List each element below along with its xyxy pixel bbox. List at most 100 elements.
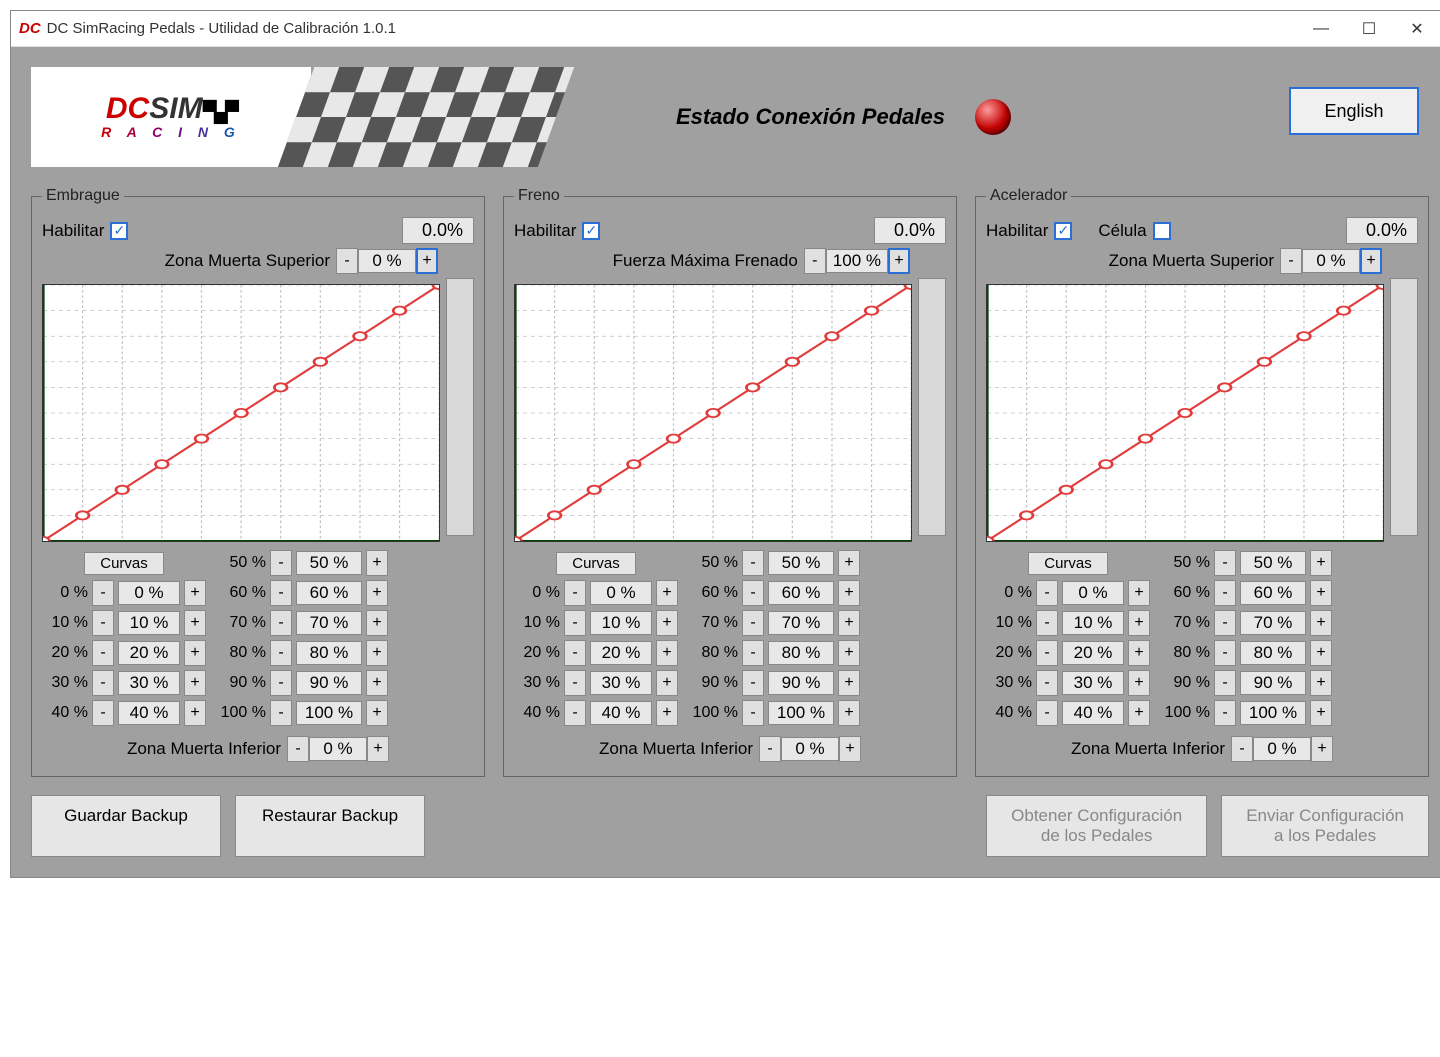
brake-curve-r2-minus[interactable]: -	[742, 610, 764, 636]
brake-deadzone-lower-stepper-plus[interactable]: +	[839, 736, 861, 762]
clutch-curve-l4-minus[interactable]: -	[92, 700, 114, 726]
brake-curve-r3-plus[interactable]: +	[838, 640, 860, 666]
get-config-button[interactable]: Obtener Configuración de los Pedales	[986, 795, 1207, 857]
brake-curve-l4-minus[interactable]: -	[564, 700, 586, 726]
clutch-curve-r2-plus[interactable]: +	[366, 610, 388, 636]
brake-curve-l0-plus[interactable]: +	[656, 580, 678, 606]
brake-curve-r4-minus[interactable]: -	[742, 670, 764, 696]
brake-curve-l1-minus[interactable]: -	[564, 610, 586, 636]
throttle-curve-chart[interactable]	[986, 284, 1384, 542]
clutch-curve-l3-plus[interactable]: +	[184, 670, 206, 696]
clutch-curve-l1-plus[interactable]: +	[184, 610, 206, 636]
maximize-button[interactable]: ☐	[1345, 14, 1393, 44]
brake-enable-checkbox[interactable]: ✓	[582, 222, 600, 240]
throttle-curve-grid: Curvas50 %-50 %+0 %-0 %+60 %-60 %+10 %-1…	[986, 550, 1418, 726]
clutch-curve-l3-minus[interactable]: -	[92, 670, 114, 696]
throttle-deadzone-lower-stepper-minus[interactable]: -	[1231, 736, 1253, 762]
throttle-curve-l0-plus[interactable]: +	[1128, 580, 1150, 606]
throttle-curve-r3-plus[interactable]: +	[1310, 640, 1332, 666]
brake-curve-chart[interactable]	[514, 284, 912, 542]
brake-curve-l3-plus[interactable]: +	[656, 670, 678, 696]
clutch-curve-r1-plus[interactable]: +	[366, 580, 388, 606]
throttle-curve-r0-plus[interactable]: +	[1310, 550, 1332, 576]
brake-top-stepper-plus[interactable]: +	[888, 248, 910, 274]
throttle-deadzone-lower-stepper-plus[interactable]: +	[1311, 736, 1333, 762]
throttle-curve-l0-minus[interactable]: -	[1036, 580, 1058, 606]
clutch-curve-l0-minus[interactable]: -	[92, 580, 114, 606]
clutch-curve-l2-value: 20 %	[118, 641, 180, 665]
brake-curve-r1-plus[interactable]: +	[838, 580, 860, 606]
brake-curve-r1-minus[interactable]: -	[742, 580, 764, 606]
throttle-curve-l3-minus[interactable]: -	[1036, 670, 1058, 696]
brake-curve-l2-minus[interactable]: -	[564, 640, 586, 666]
throttle-curve-r4-plus[interactable]: +	[1310, 670, 1332, 696]
clutch-deadzone-lower-stepper-minus[interactable]: -	[287, 736, 309, 762]
clutch-curve-l2-plus[interactable]: +	[184, 640, 206, 666]
brake-curve-r3-minus[interactable]: -	[742, 640, 764, 666]
throttle-curves-button[interactable]: Curvas	[1028, 552, 1108, 575]
clutch-top-stepper-minus[interactable]: -	[336, 248, 358, 274]
throttle-curve-r5-minus[interactable]: -	[1214, 700, 1236, 726]
clutch-curve-l1-minus[interactable]: -	[92, 610, 114, 636]
clutch-curve-l4-plus[interactable]: +	[184, 700, 206, 726]
throttle-curve-r5-plus[interactable]: +	[1310, 700, 1332, 726]
brake-curve-r4-plus[interactable]: +	[838, 670, 860, 696]
brake-curve-l3-minus[interactable]: -	[564, 670, 586, 696]
language-button[interactable]: English	[1289, 87, 1419, 135]
throttle-curve-l4-minus[interactable]: -	[1036, 700, 1058, 726]
restore-backup-button[interactable]: Restaurar Backup	[235, 795, 425, 857]
throttle-curve-r4-minus[interactable]: -	[1214, 670, 1236, 696]
clutch-curve-r0-minus[interactable]: -	[270, 550, 292, 576]
clutch-curves-button[interactable]: Curvas	[84, 552, 164, 575]
save-backup-button[interactable]: Guardar Backup	[31, 795, 221, 857]
brake-deadzone-lower-stepper-minus[interactable]: -	[759, 736, 781, 762]
close-button[interactable]: ✕	[1393, 14, 1440, 44]
throttle-top-stepper-minus[interactable]: -	[1280, 248, 1302, 274]
brake-curve-r0-plus[interactable]: +	[838, 550, 860, 576]
clutch-deadzone-lower-stepper-plus[interactable]: +	[367, 736, 389, 762]
throttle-cell-checkbox[interactable]	[1153, 222, 1171, 240]
minimize-button[interactable]: —	[1297, 14, 1345, 44]
clutch-curve-chart[interactable]	[42, 284, 440, 542]
clutch-curve-r5-plus[interactable]: +	[366, 700, 388, 726]
throttle-curve-l3-plus[interactable]: +	[1128, 670, 1150, 696]
clutch-top-stepper-plus[interactable]: +	[416, 248, 438, 274]
throttle-enable-checkbox[interactable]: ✓	[1054, 222, 1072, 240]
clutch-curve-r1-minus[interactable]: -	[270, 580, 292, 606]
brake-curve-l2-plus[interactable]: +	[656, 640, 678, 666]
clutch-curve-r4-minus[interactable]: -	[270, 670, 292, 696]
brake-top-stepper-minus[interactable]: -	[804, 248, 826, 274]
brake-curve-l1-plus[interactable]: +	[656, 610, 678, 636]
clutch-curve-l0-plus[interactable]: +	[184, 580, 206, 606]
clutch-curve-r2-minus[interactable]: -	[270, 610, 292, 636]
throttle-curve-l1-minus[interactable]: -	[1036, 610, 1058, 636]
clutch-curve-r3-plus[interactable]: +	[366, 640, 388, 666]
clutch-curve-r4-label: 90 %	[210, 674, 266, 692]
throttle-curve-r2-minus[interactable]: -	[1214, 610, 1236, 636]
throttle-curve-r4-value: 90 %	[1240, 671, 1306, 695]
brake-curve-r2-plus[interactable]: +	[838, 610, 860, 636]
throttle-curve-r2-plus[interactable]: +	[1310, 610, 1332, 636]
brake-curve-r0-minus[interactable]: -	[742, 550, 764, 576]
throttle-curve-r0-minus[interactable]: -	[1214, 550, 1236, 576]
brake-curve-r5-minus[interactable]: -	[742, 700, 764, 726]
clutch-curve-r3-minus[interactable]: -	[270, 640, 292, 666]
throttle-curve-l1-plus[interactable]: +	[1128, 610, 1150, 636]
throttle-curve-l2-minus[interactable]: -	[1036, 640, 1058, 666]
clutch-curve-r5-minus[interactable]: -	[270, 700, 292, 726]
clutch-curve-l2-minus[interactable]: -	[92, 640, 114, 666]
send-config-button[interactable]: Enviar Configuración a los Pedales	[1221, 795, 1429, 857]
throttle-top-stepper-plus[interactable]: +	[1360, 248, 1382, 274]
clutch-enable-checkbox[interactable]: ✓	[110, 222, 128, 240]
throttle-curve-r3-minus[interactable]: -	[1214, 640, 1236, 666]
throttle-curve-r1-minus[interactable]: -	[1214, 580, 1236, 606]
clutch-curve-r4-plus[interactable]: +	[366, 670, 388, 696]
brake-curves-button[interactable]: Curvas	[556, 552, 636, 575]
brake-curve-l0-minus[interactable]: -	[564, 580, 586, 606]
throttle-curve-r1-plus[interactable]: +	[1310, 580, 1332, 606]
brake-curve-r5-plus[interactable]: +	[838, 700, 860, 726]
throttle-curve-l2-plus[interactable]: +	[1128, 640, 1150, 666]
clutch-curve-r0-plus[interactable]: +	[366, 550, 388, 576]
brake-curve-l4-plus[interactable]: +	[656, 700, 678, 726]
throttle-curve-l4-plus[interactable]: +	[1128, 700, 1150, 726]
